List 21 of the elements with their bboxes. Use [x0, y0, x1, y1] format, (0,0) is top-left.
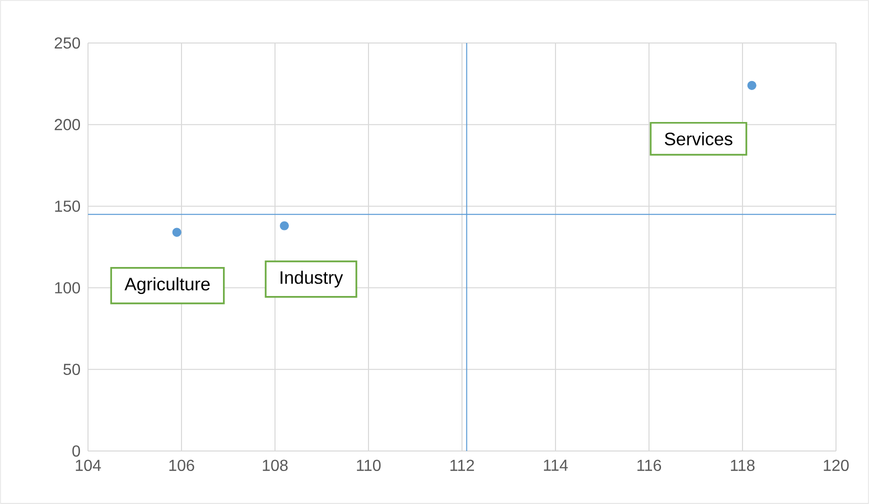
x-tick-label: 108 — [262, 460, 288, 472]
y-tick-label: 250 — [54, 37, 80, 49]
x-tick-label: 110 — [356, 460, 381, 472]
point — [172, 228, 182, 237]
y-tick-label: 200 — [54, 118, 80, 130]
annotation: Services — [664, 132, 732, 146]
x-tick-label: 104 — [76, 460, 101, 472]
point — [280, 221, 289, 230]
x-tick-label: 116 — [637, 460, 662, 472]
y-tick-label: 0 — [72, 445, 80, 457]
x-tick-label: 114 — [544, 460, 568, 471]
x-tick-label: 118 — [730, 460, 755, 472]
annotation: Industry — [280, 270, 343, 288]
y-tick-label: 50 — [63, 364, 80, 376]
y-tick-label: 100 — [55, 282, 80, 294]
point — [747, 80, 756, 90]
x-tick-label: 120 — [824, 460, 849, 472]
y-tick-label: 150 — [55, 200, 80, 212]
x-tick-label: 112 — [450, 460, 474, 471]
x-tick-label: 106 — [169, 460, 194, 472]
annotation: Agriculture — [124, 277, 210, 294]
